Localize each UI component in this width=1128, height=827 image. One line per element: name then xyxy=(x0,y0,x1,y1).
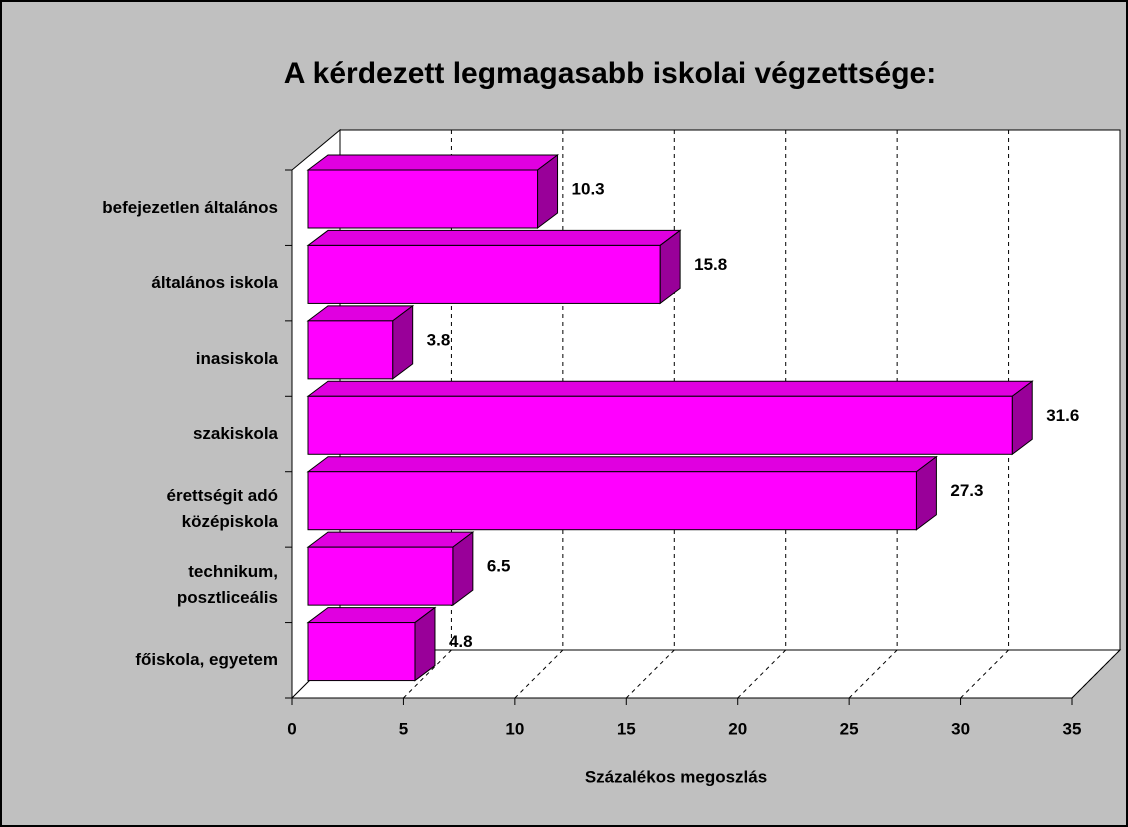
bar xyxy=(307,622,416,682)
y-tick-label: szakiskola xyxy=(192,424,278,443)
x-tick-label: 0 xyxy=(287,719,296,738)
data-label: 27.3 xyxy=(950,481,983,500)
x-tick-label: 25 xyxy=(840,719,859,738)
y-tick-label: általános iskola xyxy=(151,273,278,293)
bar-top xyxy=(306,154,560,171)
y-tick-label: érettségit adó középiskola xyxy=(166,486,278,532)
data-label: 4.8 xyxy=(449,632,473,651)
bar-top xyxy=(306,456,938,473)
data-label: 6.5 xyxy=(487,557,511,576)
bar xyxy=(307,471,917,531)
bar xyxy=(307,320,394,380)
floor-grid-line xyxy=(848,649,898,699)
floor-grid-line xyxy=(514,649,564,699)
bar-top xyxy=(306,380,1034,397)
x-tick-label: 20 xyxy=(728,719,747,738)
y-tick-label: inasiskola xyxy=(195,348,278,368)
x-tick-label: 35 xyxy=(1063,719,1082,738)
x-tick-label: 10 xyxy=(505,719,524,738)
bar xyxy=(307,244,661,304)
floor-grid-line xyxy=(737,649,787,699)
y-tick-label: főiskola, egyetem xyxy=(135,650,278,670)
floor-grid-line xyxy=(625,649,675,699)
x-tick-label: 5 xyxy=(399,719,408,738)
data-label: 10.3 xyxy=(572,179,605,198)
x-tick-label: 30 xyxy=(951,719,970,738)
data-label: 31.6 xyxy=(1046,406,1079,425)
chart-title: A kérdezett legmagasabb iskolai végzetts… xyxy=(284,57,936,90)
bar xyxy=(307,395,1013,455)
bar-top xyxy=(306,531,475,548)
x-tick-label: 15 xyxy=(617,719,636,738)
floor-grid-line xyxy=(960,649,1009,699)
bar-top xyxy=(306,229,682,246)
floor-grid-line xyxy=(403,649,452,699)
data-label: 3.8 xyxy=(427,330,451,349)
y-tick-label: befejezetlen általános xyxy=(102,197,278,217)
x-axis-title: Százalékos megoszlás xyxy=(585,767,767,786)
bar xyxy=(307,546,454,606)
bar-top xyxy=(306,607,437,624)
floor-grid-line xyxy=(1071,649,1121,699)
y-tick-label: technikum, posztliceális xyxy=(176,561,278,607)
bar xyxy=(307,169,539,229)
data-label: 15.8 xyxy=(694,255,727,274)
